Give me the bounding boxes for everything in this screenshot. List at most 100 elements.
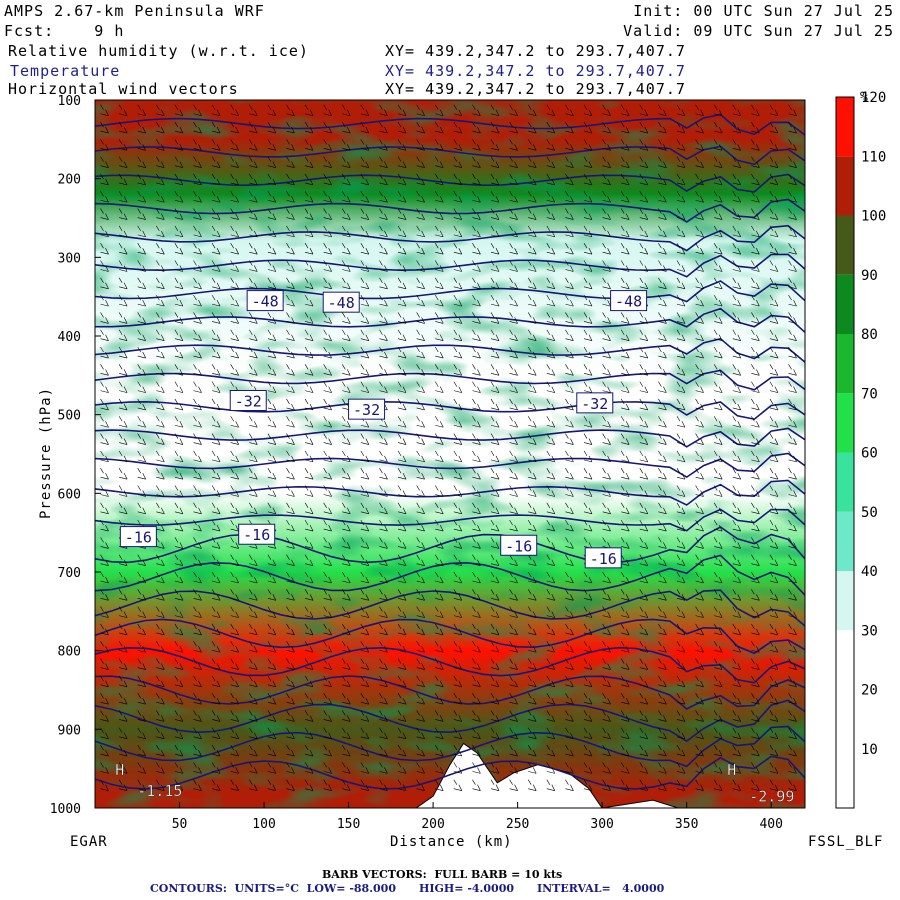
wind-barb <box>788 519 797 532</box>
wind-barb <box>379 173 388 186</box>
wind-barb <box>100 641 109 653</box>
wind-barb <box>174 156 184 168</box>
valid-time: Valid: 09 UTC Sun 27 Jul 25 <box>623 22 894 40</box>
wind-barb <box>137 554 146 566</box>
wind-barb <box>565 571 574 584</box>
wind-barb <box>695 485 704 497</box>
wind-barb <box>751 139 760 151</box>
wind-barb <box>546 589 556 601</box>
wind-barb <box>434 243 444 255</box>
wind-barb <box>416 537 425 549</box>
wind-barb <box>713 744 723 757</box>
left-station: EGAR <box>70 834 108 850</box>
wind-barb <box>137 364 146 376</box>
wind-barb <box>323 433 332 445</box>
wind-barb <box>509 485 518 497</box>
wind-barb <box>509 260 518 272</box>
wind-barb <box>527 416 537 428</box>
wind-barb <box>583 121 593 134</box>
wind-barb <box>472 416 481 428</box>
x-axis-label: Distance (km) <box>390 834 513 850</box>
wind-barb <box>527 468 537 480</box>
colorbar-swatch <box>836 452 854 512</box>
wind-barb <box>713 571 723 584</box>
wind-barb <box>137 675 146 688</box>
wind-barb <box>713 398 723 411</box>
wind-barb <box>658 641 667 653</box>
wind-barb <box>193 433 202 445</box>
wind-barb <box>676 398 686 411</box>
colorbar-swatch <box>836 630 854 690</box>
wind-barb <box>565 156 574 168</box>
wind-barb <box>230 537 239 549</box>
wind-barb <box>286 606 295 618</box>
wind-barb <box>676 121 686 134</box>
wind-barb <box>193 225 202 238</box>
wind-barb <box>397 710 407 722</box>
colorbar-unit: % <box>860 90 869 105</box>
wind-barb <box>397 173 407 186</box>
wind-barb <box>472 277 481 290</box>
wind-barb <box>788 485 797 497</box>
wind-barb <box>546 104 556 117</box>
wind-barb <box>156 346 165 359</box>
wind-barb <box>137 589 146 601</box>
wind-barb <box>397 277 407 290</box>
wind-barb <box>565 243 574 255</box>
contour-label: -32 <box>348 398 386 420</box>
wind-barb <box>230 243 239 255</box>
wind-barb <box>490 433 500 445</box>
wind-barb <box>137 398 146 411</box>
wind-barb <box>379 277 388 290</box>
wind-barb <box>509 398 518 411</box>
wind-barb <box>769 779 779 791</box>
wind-barb <box>788 260 797 272</box>
wind-barb <box>267 364 277 376</box>
wind-barb <box>267 554 277 566</box>
wind-barb <box>156 312 165 324</box>
wind-barb <box>676 623 686 636</box>
wind-barb <box>397 485 407 497</box>
wind-barb <box>546 243 556 255</box>
wind-barb <box>695 104 704 117</box>
wind-barb <box>211 468 221 480</box>
wind-barb <box>304 744 314 757</box>
wind-barb <box>676 294 686 307</box>
wind-barb <box>769 658 779 670</box>
wind-barb <box>434 762 444 774</box>
wind-barb <box>676 381 686 393</box>
colorbar-swatch <box>836 97 854 157</box>
wind-barb <box>416 381 425 393</box>
wind-barb <box>732 346 742 359</box>
wind-barb <box>379 243 388 255</box>
wind-barb <box>509 173 518 186</box>
wind-barb <box>156 571 165 584</box>
wind-barb <box>453 502 463 515</box>
contour-label-text: -16 <box>243 526 270 544</box>
wind-barb <box>267 104 277 117</box>
wind-barb <box>490 121 500 134</box>
wind-barb <box>527 433 537 445</box>
wind-barb <box>732 693 742 705</box>
wind-barb <box>193 675 202 688</box>
wind-barb <box>267 641 277 653</box>
wind-barb <box>472 398 481 411</box>
wind-barb <box>267 744 277 757</box>
wind-barb <box>583 623 593 636</box>
wind-barb <box>118 260 128 272</box>
wind-barb <box>156 779 165 791</box>
wind-barb <box>713 623 723 636</box>
wind-barb <box>286 658 295 670</box>
wind-barb <box>342 260 351 272</box>
colorbar-swatch <box>836 156 854 216</box>
wind-barb <box>658 208 667 220</box>
wind-barb <box>732 554 742 566</box>
wind-barb <box>472 104 481 117</box>
wind-barb <box>788 433 797 445</box>
wind-barb <box>304 173 314 186</box>
wind-barb <box>193 762 202 774</box>
wind-barb <box>267 329 277 342</box>
wind-barb <box>527 156 537 168</box>
y-tick-label: 400 <box>58 330 81 345</box>
wind-barb <box>174 433 184 445</box>
